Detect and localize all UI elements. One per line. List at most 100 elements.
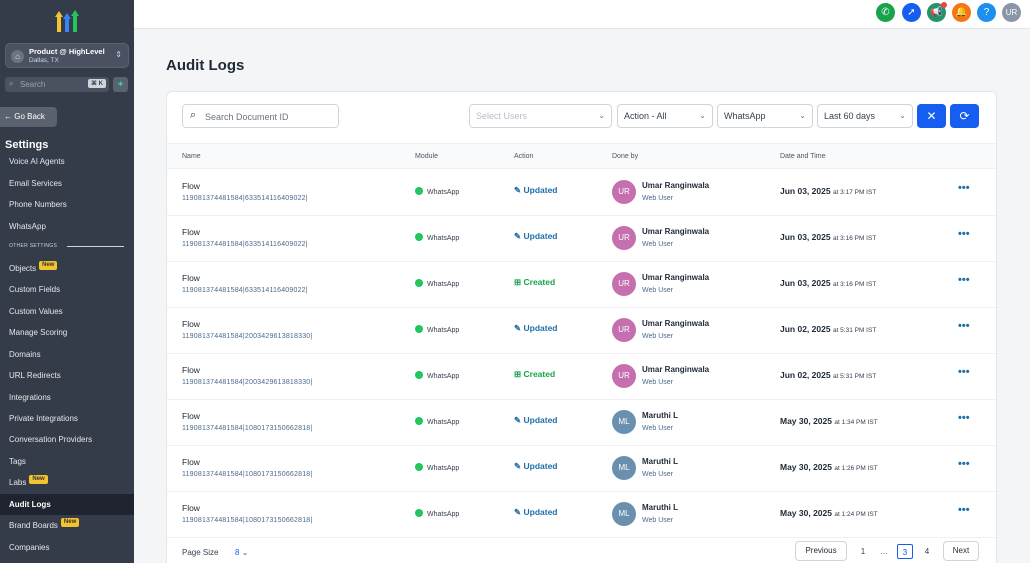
next-page-button[interactable]: Next bbox=[943, 541, 979, 561]
record-id-link[interactable]: 119081374481584|633514116409022| bbox=[182, 241, 308, 248]
sidebar-item-integrations[interactable]: Integrations bbox=[0, 387, 134, 408]
sidebar-item-email-services[interactable]: Email Services bbox=[0, 173, 134, 194]
more-options-icon[interactable]: ••• bbox=[958, 412, 970, 424]
more-options-icon[interactable]: ••• bbox=[958, 366, 970, 378]
action-select[interactable]: Action - All ⌄ bbox=[617, 104, 713, 128]
whatsapp-icon bbox=[415, 371, 423, 379]
date-cell: Jun 02, 2025 at 5:31 PM IST bbox=[780, 324, 876, 334]
sidebar-item-url-redirects[interactable]: URL Redirects bbox=[0, 365, 134, 386]
sidebar-item-voice-ai-agents[interactable]: Voice AI Agents bbox=[0, 151, 134, 172]
time-value: at 3:16 PM IST bbox=[832, 281, 877, 288]
action-label: Updated bbox=[523, 185, 558, 195]
sidebar-item-objects[interactable]: Objects New bbox=[0, 258, 134, 279]
clear-filters-button[interactable]: ✕ bbox=[917, 104, 946, 128]
document-search-input[interactable]: ⌕ Search Document ID bbox=[182, 104, 339, 128]
phone-icon[interactable]: ✆ bbox=[876, 3, 895, 22]
table-row[interactable]: Flow 119081374481584|633514116409022| What… bbox=[167, 262, 996, 308]
sidebar-item-private-integrations[interactable]: Private Integrations bbox=[0, 408, 134, 429]
date-cell: Jun 03, 2025 at 3:16 PM IST bbox=[780, 278, 876, 288]
record-id-link[interactable]: 119081374481584|1080173150662818| bbox=[182, 471, 313, 478]
page-1-button[interactable]: 1 bbox=[860, 547, 866, 556]
record-name: Flow bbox=[182, 227, 200, 237]
whatsapp-icon bbox=[415, 325, 423, 333]
audit-log-card: ⌕ Search Document ID Select Users ⌄ Acti… bbox=[166, 91, 997, 563]
more-options-icon[interactable]: ••• bbox=[958, 274, 970, 286]
table-row[interactable]: Flow 119081374481584|2003429613818330| Wha… bbox=[167, 308, 996, 354]
help-icon[interactable]: ? bbox=[977, 3, 996, 22]
date-range-select[interactable]: Last 60 days ⌄ bbox=[817, 104, 913, 128]
table-row[interactable]: Flow 119081374481584|1080173150662818| Wha… bbox=[167, 492, 996, 538]
more-options-icon[interactable]: ••• bbox=[958, 228, 970, 240]
megaphone-icon[interactable]: 📢 bbox=[927, 2, 947, 22]
user-avatar[interactable]: UR bbox=[1002, 3, 1021, 22]
avatar: UR bbox=[612, 318, 636, 342]
record-id-link[interactable]: 119081374481584|1080173150662818| bbox=[182, 425, 313, 432]
sidebar-item-tags[interactable]: Tags bbox=[0, 451, 134, 472]
more-options-icon[interactable]: ••• bbox=[958, 182, 970, 194]
go-back-button[interactable]: ← Go Back bbox=[0, 107, 57, 127]
more-options-icon[interactable]: ••• bbox=[958, 458, 970, 470]
action-label: Updated bbox=[523, 415, 558, 425]
page-3-button[interactable]: 3 bbox=[897, 544, 913, 559]
action-link[interactable]: ✎ Updated bbox=[514, 323, 558, 334]
sidebar-item-companies[interactable]: Companies bbox=[0, 537, 134, 558]
search-icon: ⌕ bbox=[190, 109, 197, 121]
sidebar-item-audit-logs[interactable]: Audit Logs bbox=[0, 494, 134, 515]
refresh-button[interactable]: ⟳ bbox=[950, 104, 979, 128]
user-name: Umar Ranginwala bbox=[642, 273, 710, 282]
table-row[interactable]: Flow 119081374481584|1080173150662818| Wha… bbox=[167, 400, 996, 446]
users-select[interactable]: Select Users ⌄ bbox=[469, 104, 612, 128]
sidebar-search-input[interactable]: ⌕ Search ⌘ K bbox=[5, 77, 109, 92]
action-label: Created bbox=[523, 277, 556, 287]
record-id-link[interactable]: 119081374481584|633514116409022| bbox=[182, 287, 308, 294]
table-row[interactable]: Flow 119081374481584|633514116409022| What… bbox=[167, 170, 996, 216]
sidebar-item-custom-fields[interactable]: Custom Fields bbox=[0, 279, 134, 300]
record-id-link[interactable]: 119081374481584|633514116409022| bbox=[182, 195, 308, 202]
more-options-icon[interactable]: ••• bbox=[958, 320, 970, 332]
action-link[interactable]: ✎ Updated bbox=[514, 185, 558, 196]
whatsapp-icon bbox=[415, 279, 423, 287]
highlevel-logo[interactable] bbox=[55, 10, 79, 32]
action-link[interactable]: ✎ Updated bbox=[514, 231, 558, 242]
action-link[interactable]: ✎ Updated bbox=[514, 507, 558, 518]
action-link[interactable]: ⊞ Created bbox=[514, 277, 555, 288]
action-link[interactable]: ✎ Updated bbox=[514, 461, 558, 472]
ai-spark-icon[interactable]: ✦ bbox=[113, 77, 128, 92]
table-row[interactable]: Flow 119081374481584|1080173150662818| Wha… bbox=[167, 446, 996, 492]
date-range-value: Last 60 days bbox=[824, 111, 876, 121]
sidebar-item-label: Labs bbox=[9, 478, 27, 487]
previous-page-button[interactable]: Previous bbox=[795, 541, 847, 561]
sidebar-item-custom-values[interactable]: Custom Values bbox=[0, 301, 134, 322]
sidebar-item-brand-boards[interactable]: Brand Boards New bbox=[0, 515, 134, 536]
record-id-link[interactable]: 119081374481584|2003429613818330| bbox=[182, 333, 313, 340]
action-link[interactable]: ⊞ Created bbox=[514, 369, 555, 380]
date-value: Jun 03, 2025 bbox=[780, 186, 831, 196]
chevron-down-icon: ⌄ bbox=[899, 111, 906, 120]
module-select[interactable]: WhatsApp ⌄ bbox=[717, 104, 813, 128]
page-size-select[interactable]: 8 ⌄ bbox=[235, 548, 248, 557]
new-badge: New bbox=[29, 475, 48, 484]
location-switcher[interactable]: ⌂ Product @ HighLevel Dallas, TX ⇕ bbox=[5, 43, 129, 68]
user-name: Umar Ranginwala bbox=[642, 227, 710, 236]
record-name: Flow bbox=[182, 503, 200, 513]
sidebar-item-domains[interactable]: Domains bbox=[0, 344, 134, 365]
record-id-link[interactable]: 119081374481584|2003429613818330| bbox=[182, 379, 313, 386]
more-options-icon[interactable]: ••• bbox=[958, 504, 970, 516]
sidebar-item-manage-scoring[interactable]: Manage Scoring bbox=[0, 322, 134, 343]
sidebar-item-whatsapp[interactable]: WhatsApp bbox=[0, 216, 134, 237]
action-label: Updated bbox=[523, 461, 558, 471]
rocket-icon[interactable]: ➚ bbox=[902, 3, 921, 22]
table-row[interactable]: Flow 119081374481584|2003429613818330| Wha… bbox=[167, 354, 996, 400]
record-id-link[interactable]: 119081374481584|1080173150662818| bbox=[182, 517, 313, 524]
table-header: Name Module Action Done by Date and Time bbox=[167, 143, 996, 169]
sidebar-item-phone-numbers[interactable]: Phone Numbers bbox=[0, 194, 134, 215]
time-value: at 3:17 PM IST bbox=[832, 189, 877, 196]
sidebar-item-conversation-providers[interactable]: Conversation Providers bbox=[0, 429, 134, 450]
page-4-button[interactable]: 4 bbox=[924, 547, 930, 556]
table-row[interactable]: Flow 119081374481584|633514116409022| What… bbox=[167, 216, 996, 262]
chevron-updown-icon: ⇕ bbox=[115, 50, 122, 59]
date-value: May 30, 2025 bbox=[780, 462, 832, 472]
action-link[interactable]: ✎ Updated bbox=[514, 415, 558, 426]
bell-icon[interactable]: 🔔 bbox=[952, 3, 971, 22]
sidebar-item-labs[interactable]: Labs New bbox=[0, 472, 134, 493]
